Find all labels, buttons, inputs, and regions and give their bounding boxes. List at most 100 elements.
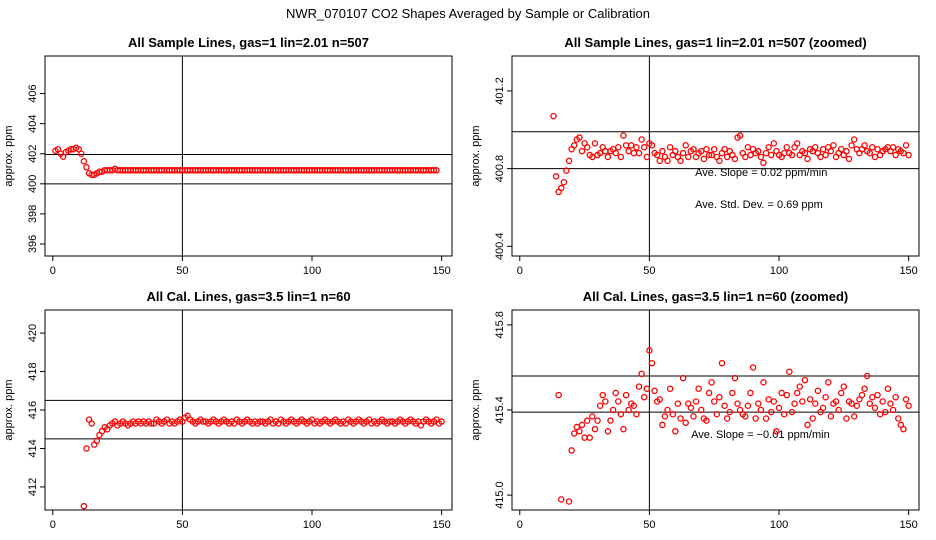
- p1-point-72: [736, 132, 744, 139]
- p1-annotation-1: Ave. Std. Dev. = 0.69 ppm: [695, 199, 823, 211]
- p1-y-tick-label-0: 400.4: [494, 233, 506, 261]
- p3-point-61: [718, 359, 726, 367]
- p3-point-120: [871, 404, 879, 412]
- p3-point-82: [773, 428, 780, 435]
- p3-point-70: [742, 413, 749, 420]
- p3-point-14: [596, 402, 604, 409]
- p2-point-5: [93, 437, 101, 445]
- p1-point-113: [843, 147, 850, 155]
- p1-point-26: [617, 153, 625, 161]
- p0-x-tick-label-1: 50: [176, 265, 188, 277]
- p3-point-24: [622, 391, 630, 399]
- p1-point-58: [700, 155, 708, 163]
- p2-ylabel: approx. ppm: [3, 379, 15, 440]
- p1-point-103: [817, 153, 824, 161]
- p3-point-131: [900, 425, 907, 433]
- p3-point-96: [809, 415, 816, 422]
- p3-point-8: [581, 434, 588, 441]
- p3-point-55: [703, 417, 710, 424]
- p3-point-13: [594, 417, 601, 424]
- p1-point-1: [552, 173, 560, 180]
- p0-ylabel: approx. ppm: [3, 125, 15, 186]
- panel-sample-lines: All Sample Lines, gas=1 lin=2.01 n=507 0 5…: [3, 0, 453, 277]
- p3-point-72: [747, 389, 754, 397]
- p3-point-100: [819, 404, 827, 412]
- p3-point-41: [666, 385, 674, 392]
- p3-point-76: [757, 406, 765, 414]
- p1-point-81: [760, 159, 767, 167]
- p1-plot-frame: [511, 55, 920, 257]
- p3-point-88: [788, 408, 796, 416]
- p1-point-3: [558, 184, 565, 192]
- p3-point-92: [799, 398, 806, 405]
- p0-point-149: [439, 0, 444, 3]
- p0-y-tick-label-3: 402: [27, 145, 39, 163]
- p1-point-120: [861, 142, 868, 149]
- p3-point-63: [723, 415, 731, 422]
- p3-x-tick-label-0: 0: [517, 519, 523, 531]
- p2-y-tick-label-3: 418: [27, 362, 39, 380]
- panel-cal-lines-zoomed: All Cal. Lines, gas=3.5 lin=1 n=60 (zoom…: [470, 289, 920, 531]
- p1-point-124: [871, 153, 879, 161]
- p3-point-21: [615, 398, 622, 405]
- p1-point-108: [830, 142, 837, 149]
- p2-y-tick-label-1: 414: [27, 439, 39, 457]
- p3-point-33: [646, 347, 653, 354]
- p1-point-25: [615, 144, 622, 151]
- p3-point-84: [778, 389, 785, 397]
- p3-point-115: [858, 391, 866, 399]
- figure-title: NWR_070107 CO2 Shapes Averaged by Sample…: [286, 6, 650, 21]
- p3-point-126: [887, 400, 894, 407]
- p0-plot-frame: [44, 55, 453, 257]
- p1-point-8: [570, 142, 578, 149]
- p3-point-52: [695, 385, 702, 392]
- p2-point-3: [88, 420, 95, 427]
- p3-point-51: [692, 398, 700, 405]
- p3-annotation-0: Ave. Slope = −0.01 ppm/min: [691, 429, 830, 441]
- p1-point-44: [664, 157, 671, 165]
- p0-x-tick-label-0: 0: [50, 265, 56, 277]
- p3-points: [555, 347, 912, 505]
- p1-point-38: [648, 142, 656, 149]
- p1-point-107: [827, 147, 835, 155]
- p3-x-tick-label-3: 150: [899, 519, 917, 531]
- p0-point-11: [80, 158, 88, 165]
- p1-x-tick-label-2: 100: [770, 265, 788, 277]
- p3-point-128: [892, 393, 899, 401]
- p3-point-66: [731, 374, 739, 382]
- p1-point-94: [793, 140, 801, 147]
- p3-point-122: [876, 411, 884, 418]
- p1-point-34: [638, 136, 645, 143]
- p3-point-87: [786, 368, 793, 375]
- p3-point-86: [783, 391, 791, 399]
- p1-x-tick-label-3: 150: [899, 265, 917, 277]
- p1-points: [550, 112, 912, 196]
- p3-point-20: [612, 389, 619, 397]
- p0-point-146: [430, 167, 438, 174]
- p1-point-83: [765, 144, 772, 151]
- p3-point-1: [558, 496, 565, 503]
- p3-point-73: [749, 364, 757, 371]
- p3-point-46: [679, 374, 687, 382]
- p3-point-4: [570, 430, 578, 437]
- p3-point-19: [609, 406, 617, 414]
- p3-point-6: [576, 428, 583, 435]
- p3-point-97: [812, 400, 819, 407]
- p0-y-tick-label-2: 400: [27, 175, 39, 193]
- p2-y-tick-label-2: 416: [27, 401, 39, 419]
- p1-x-tick-label-0: 0: [517, 265, 523, 277]
- p3-point-31: [640, 393, 648, 401]
- p3-point-67: [734, 400, 741, 407]
- p1-point-59: [703, 145, 710, 153]
- p1-point-6: [565, 157, 573, 165]
- p3-point-44: [674, 400, 682, 407]
- p0-title: All Sample Lines, gas=1 lin=2.01 n=507: [128, 35, 369, 50]
- p3-point-30: [638, 370, 645, 378]
- panel-cal-lines: All Cal. Lines, gas=3.5 lin=1 n=60 0 50 100…: [3, 289, 453, 531]
- p1-point-97: [801, 149, 809, 157]
- p3-point-3: [568, 447, 575, 454]
- p0-x-tick-label-3: 150: [432, 265, 450, 277]
- p1-point-92: [788, 151, 796, 159]
- p2-x-tick-label-0: 0: [50, 519, 56, 531]
